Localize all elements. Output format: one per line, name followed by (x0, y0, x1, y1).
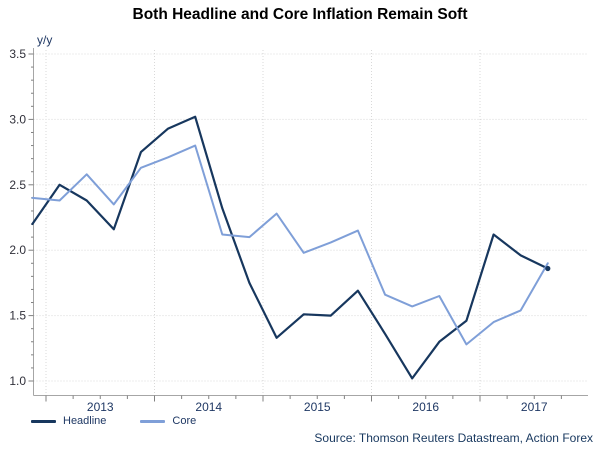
year-label: 2014 (195, 400, 222, 414)
chart-title: Both Headline and Core Inflation Remain … (132, 6, 468, 23)
legend: Headline Core (31, 415, 230, 427)
legend-item-core: Core (140, 415, 196, 427)
legend-label-headline: Headline (63, 415, 107, 427)
legend-label-core: Core (172, 415, 197, 427)
year-label: 2015 (304, 400, 331, 414)
y-tick-label: 3.5 (9, 47, 26, 61)
y-tick-label: 2.5 (9, 178, 26, 192)
legend-item-headline: Headline (31, 415, 106, 427)
year-label: 2016 (412, 400, 439, 414)
y-tick-label: 2.0 (9, 243, 26, 257)
year-label: 2017 (521, 400, 548, 414)
headline-series-line (31, 115, 549, 380)
source-attribution: Source: Thomson Reuters Datastream, Acti… (314, 431, 593, 445)
core-line-swatch-icon (140, 419, 166, 423)
y-tick-label: 1.0 (9, 374, 26, 388)
y-tick-label: 1.5 (9, 309, 26, 323)
y-axis-unit-label: y/y (37, 33, 52, 47)
headline-line-swatch-icon (31, 419, 56, 423)
y-tick-label: 3.0 (9, 112, 26, 126)
headline-end-marker (545, 265, 551, 272)
core-series-line (31, 144, 549, 346)
year-label: 2013 (87, 400, 114, 414)
